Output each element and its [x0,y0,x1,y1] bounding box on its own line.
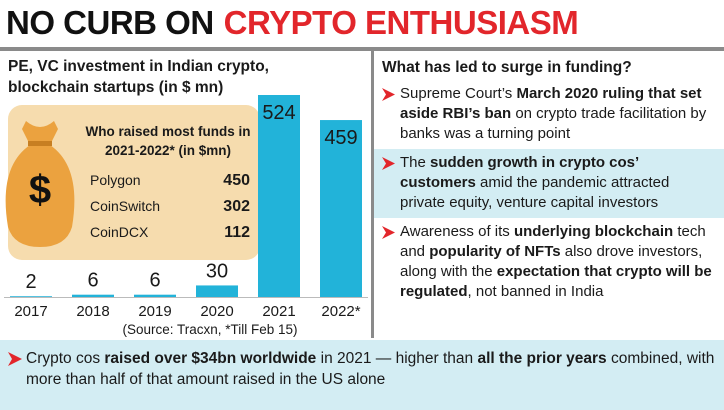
reason-item: The sudden growth in crypto cos’ custome… [374,149,724,218]
reasons-heading: What has led to surge in funding? [382,59,632,76]
bar [72,294,114,297]
x-tick-label: 2018 [76,303,109,320]
headline-part: CRYPTO ENTHUSIASM [223,4,579,41]
bar [258,95,300,297]
headline-part: NO CURB ON [6,4,214,41]
money-bag-icon [5,121,75,247]
bullet-arrow [382,157,395,170]
divider [371,51,374,338]
x-tick-label: 2017 [14,303,47,320]
text: in 2021 — higher than [316,350,478,367]
bar [134,294,176,297]
reasons-panel: What has led to surge in funding? Suprem… [374,51,724,338]
x-tick-label: 2019 [138,303,171,320]
bar [320,120,362,297]
value-label: 30 [206,260,228,282]
value-label: 6 [149,270,160,292]
x-tick-label: 2022* [321,303,360,320]
bar-chart: $ 2 2017 6 2018 6 2019 30 2020 524 2021 459 2022* (S… [4,95,368,337]
text: combined, with more than half of that am… [26,350,715,388]
inset-row: Polygon 450 [90,172,250,189]
bold-text: March 2020 ruling that set aside RBI’s b… [400,85,702,122]
chart-title: PE, VC investment in Indian crypto, bloc… [8,58,269,96]
source-note: (Source: Tracxn, *Till Feb 15) [122,322,297,337]
text: The [400,154,431,171]
company-name: CoinSwitch [90,198,161,214]
company-name: Polygon [90,172,141,188]
bold-text: popularity of NFTs [429,243,561,260]
inset-row: CoinSwitch 302 [90,198,250,215]
bold-text: raised over $34bn worldwide [104,350,317,367]
bold-text: underlying blockchain [513,223,674,240]
text: Crypto cos [26,350,105,367]
inset-row: CoinDCX 112 [90,224,250,241]
value-label: 6 [87,270,98,292]
bullet-arrow [382,88,395,101]
bold-text: expectation that crypto will be regulate… [400,263,712,300]
x-tick-label: 2021 [262,303,295,320]
value-label: 2 [25,271,36,293]
text: on crypto trade facilitation by banks wa… [400,105,707,142]
headline: NO CURB ON CRYPTO ENTHUSIASM [6,4,579,42]
bullet-arrow [8,352,22,366]
text: Awareness of its [400,223,514,240]
text: , not banned in India [467,283,604,300]
bag-symbol: $ [29,168,51,212]
reason-item: Awareness of its underlying blockchain t… [374,218,724,320]
company-amount: 112 [224,224,250,241]
bar [10,296,52,297]
text: also drove investors, along with the [400,243,703,280]
value-label: 459 [324,127,357,149]
company-name: CoinDCX [90,224,149,240]
footer-banner: Crypto cos raised over $34bn worldwide i… [0,340,724,410]
reason-item: Supreme Court’s March 2020 ruling that s… [374,80,724,149]
divider [0,47,724,51]
bullet-arrow [382,226,395,239]
footer-text: Crypto cos raised over $34bn worldwide i… [26,348,716,390]
bold-text: all the prior years [477,350,607,367]
text: amid the pandemic attracted private equi… [400,174,670,211]
company-amount: 302 [223,198,250,215]
company-amount: 450 [223,172,250,189]
text: tech and [400,223,706,260]
bold-text: sudden growth in crypto cos’ customers [400,154,639,191]
bar [196,285,238,297]
x-tick-label: 2020 [200,303,233,320]
inset-title: Who raised most funds in 2021-2022* (in … [85,124,251,158]
value-label: 524 [262,102,295,124]
text: Supreme Court’s [400,85,517,102]
